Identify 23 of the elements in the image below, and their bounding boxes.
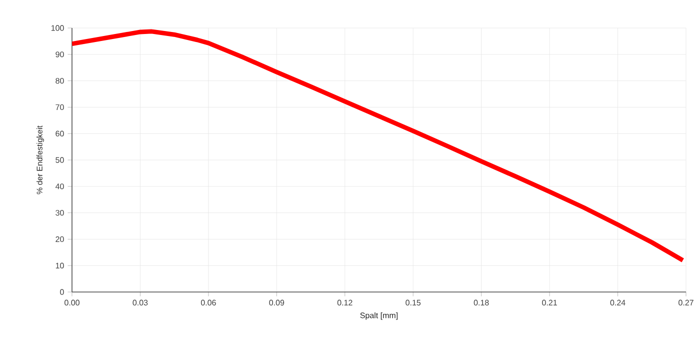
y-tick-label: 30: [56, 210, 64, 216]
x-tick-label: 0.21: [542, 300, 557, 306]
x-tick-label: 0.00: [64, 300, 80, 306]
x-tick-label: 0.03: [132, 300, 148, 306]
y-tick-label: 10: [56, 262, 64, 268]
x-tick-label: 0.18: [474, 300, 489, 306]
y-tick-label: 0: [60, 289, 64, 295]
y-tick-label: 60: [56, 130, 64, 136]
y-tick-label: 100: [51, 25, 64, 31]
x-tick-label: 0.15: [406, 300, 421, 306]
y-tick-label: 40: [55, 184, 64, 190]
y-tick-label: 90: [56, 52, 64, 58]
x-tick-label: 0.06: [200, 300, 216, 306]
y-tick-label: 50: [56, 157, 64, 163]
x-tick-label: 0.24: [610, 300, 626, 306]
y-tick-label: 80: [56, 78, 64, 84]
x-tick-label: 0.12: [337, 300, 352, 306]
y-tick-label: 20: [56, 236, 64, 242]
x-tick-label: 0.27: [678, 300, 694, 306]
x-tick-label: 0.09: [269, 300, 284, 306]
x-axis-title: Spalt [mm]: [360, 312, 398, 320]
y-axis-title: % der Endfestigkeit: [36, 126, 44, 194]
y-tick-label: 70: [56, 104, 64, 110]
